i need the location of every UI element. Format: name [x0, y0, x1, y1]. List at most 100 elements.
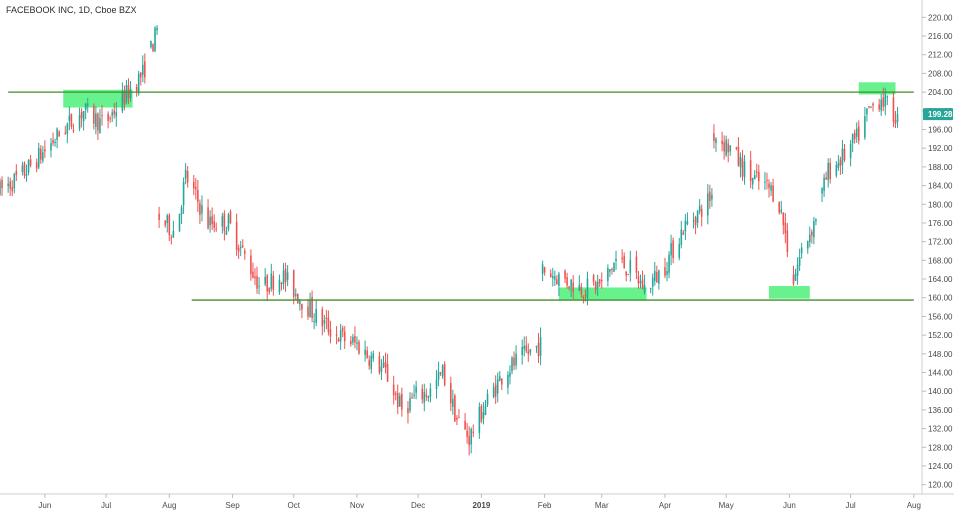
- candle-body: [266, 275, 269, 292]
- candle-body: [468, 435, 470, 446]
- price-tick-label: 136.00: [928, 406, 953, 415]
- candle-body: [15, 170, 18, 176]
- price-tick-label: 188.00: [928, 163, 953, 172]
- candle-body: [786, 230, 789, 252]
- candle-body: [568, 286, 570, 289]
- candle-body: [50, 143, 52, 151]
- candle-body: [272, 275, 275, 290]
- price-tick-label: 176.00: [928, 219, 953, 228]
- candle-body: [221, 216, 224, 227]
- time-tick-label: Jun: [783, 501, 796, 510]
- candle-body: [415, 386, 417, 393]
- candle-body: [25, 174, 28, 177]
- time-tick-label: 2019: [472, 501, 490, 510]
- candle-body: [29, 159, 32, 166]
- candle-body: [554, 276, 556, 280]
- time-tick-label: May: [719, 501, 734, 510]
- zone-rect: [858, 82, 896, 95]
- candle-body: [651, 277, 654, 287]
- time-tick-label: Jul: [101, 501, 111, 510]
- candle-body: [352, 336, 354, 343]
- candle-body: [611, 269, 613, 271]
- candle-body: [125, 84, 128, 103]
- candle-body: [152, 44, 154, 52]
- candle-body: [280, 282, 283, 284]
- candle-body: [607, 268, 609, 281]
- candle-body: [366, 350, 368, 358]
- price-tick-label: 220.00: [928, 13, 953, 22]
- candle-body: [252, 271, 254, 278]
- candle-body: [894, 120, 897, 125]
- candle-body: [466, 430, 468, 437]
- candle-body: [751, 178, 754, 185]
- candle-body: [882, 97, 885, 107]
- candle-body: [480, 405, 483, 422]
- candle-body: [413, 394, 415, 396]
- candle-body: [458, 417, 460, 419]
- candle-body: [315, 308, 317, 323]
- candle-body: [872, 103, 874, 106]
- candle-body: [853, 132, 856, 140]
- price-tick-label: 164.00: [928, 275, 953, 284]
- candle-body: [197, 189, 199, 202]
- candle-body: [392, 384, 395, 396]
- candle-body: [58, 131, 60, 137]
- candle-body: [1, 179, 3, 189]
- candle-body: [421, 388, 424, 400]
- candle-body: [84, 103, 87, 111]
- candle-body: [670, 243, 672, 256]
- candle-body: [309, 300, 311, 318]
- candle-body: [435, 379, 438, 389]
- candle-body: [715, 138, 717, 144]
- candle-body: [411, 397, 413, 399]
- time-tick-label: Nov: [350, 501, 364, 510]
- last-price-badge: [923, 108, 953, 121]
- candle-body: [282, 270, 285, 285]
- candle-body: [243, 250, 246, 254]
- candle-body: [766, 179, 768, 181]
- candle-body: [727, 143, 730, 153]
- time-tick-label: Sep: [225, 501, 240, 510]
- candle-body: [723, 142, 725, 152]
- candle-body: [629, 259, 632, 274]
- candle-body: [656, 272, 658, 283]
- candle-body: [741, 158, 744, 177]
- candle-body: [178, 213, 181, 232]
- candle-body: [109, 118, 111, 120]
- candle-body: [195, 186, 197, 190]
- candle-body: [256, 276, 258, 289]
- candle-body: [825, 177, 827, 180]
- candle-body: [792, 274, 795, 285]
- candle-body: [684, 220, 687, 232]
- candle-body: [113, 110, 116, 115]
- candle-body: [343, 331, 346, 342]
- candle-body: [115, 111, 118, 117]
- candle-body: [264, 277, 266, 285]
- candle-body: [880, 99, 883, 111]
- candle-body: [668, 254, 670, 273]
- price-tick-label: 120.00: [928, 481, 953, 490]
- candle-body: [498, 375, 501, 382]
- candle-body: [623, 256, 625, 269]
- candle-body: [382, 362, 385, 367]
- candle-body: [698, 205, 701, 212]
- candle-body: [68, 115, 71, 121]
- candle-body: [254, 276, 256, 279]
- candle-body: [427, 396, 430, 398]
- candle-body: [225, 230, 228, 235]
- candle-body: [496, 379, 499, 394]
- candle-body: [286, 272, 289, 280]
- candle-body: [658, 270, 660, 284]
- candle-body: [600, 279, 603, 281]
- candle-body: [44, 149, 46, 152]
- candle-body: [551, 276, 554, 279]
- candle-body: [721, 140, 723, 145]
- candle-body: [857, 126, 860, 141]
- candle-body: [739, 156, 742, 168]
- price-tick-label: 160.00: [928, 294, 953, 303]
- candle-body: [111, 112, 113, 116]
- candle-body: [472, 431, 475, 433]
- price-tick-label: 204.00: [928, 88, 953, 97]
